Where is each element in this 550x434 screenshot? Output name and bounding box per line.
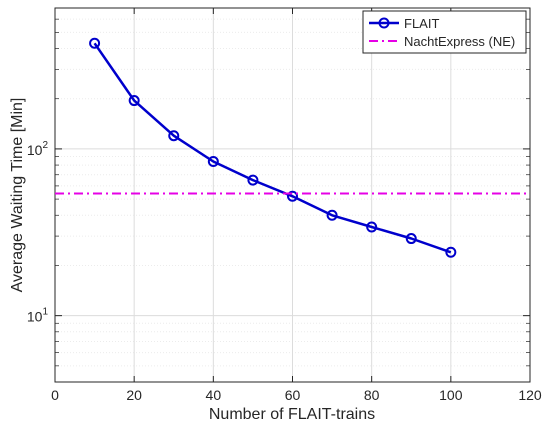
series-line-0 [93, 42, 452, 254]
legend-label: FLAIT [404, 16, 439, 31]
y-tick-label: 102 [27, 140, 49, 158]
data-point [247, 174, 259, 186]
series-layer [55, 37, 530, 258]
x-axis-label: Number of FLAIT-trains [209, 406, 375, 423]
legend-box [362, 10, 527, 54]
x-tick-label: 0 [51, 387, 59, 403]
x-tick-label: 20 [126, 387, 142, 403]
x-tick-label: 120 [518, 387, 542, 403]
data-point [366, 221, 378, 233]
y-tick-label: 101 [27, 307, 49, 325]
x-tick-labels: 0 20 40 60 80 100 120 [51, 387, 542, 403]
legend-label: NachtExpress (NE) [404, 34, 515, 49]
data-point [207, 156, 219, 168]
axis-ticks [54, 8, 531, 382]
x-tick-label: 60 [285, 387, 301, 403]
x-tick-label: 80 [364, 387, 380, 403]
y-tick-labels: 101 102 [27, 140, 49, 325]
data-point [89, 37, 101, 49]
data-point [445, 246, 457, 258]
x-tick-label: 40 [206, 387, 222, 403]
major-grid [55, 8, 530, 382]
data-point [128, 95, 140, 107]
data-point [405, 233, 417, 245]
y-axis-label: Average Waiting Time [Min] [9, 98, 26, 293]
legend: FLAIT NachtExpress (NE) [362, 10, 527, 54]
data-point [287, 190, 298, 202]
x-tick-label: 100 [439, 387, 463, 403]
data-point [326, 209, 338, 221]
legend-marker [378, 17, 390, 29]
data-point [168, 130, 180, 142]
